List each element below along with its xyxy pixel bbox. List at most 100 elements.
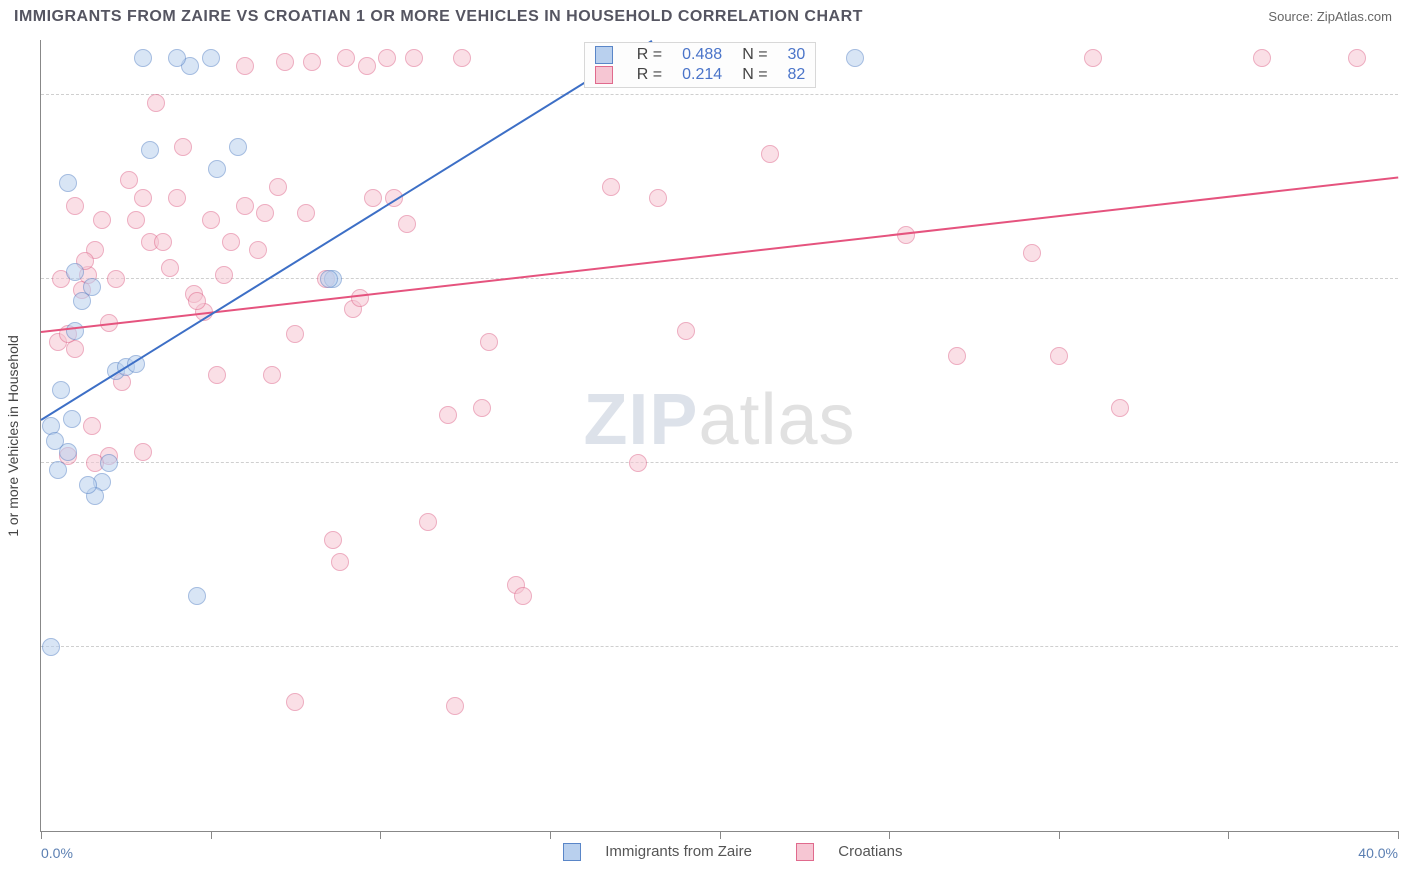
gridline-y xyxy=(41,462,1398,463)
point-croatians xyxy=(120,171,138,189)
point-croatians xyxy=(405,49,423,67)
point-croatians xyxy=(419,513,437,531)
r-value-zaire: 0.488 xyxy=(672,45,732,65)
legend-label-zaire: Immigrants from Zaire xyxy=(605,843,752,860)
gridline-y xyxy=(41,646,1398,647)
title-bar: IMMIGRANTS FROM ZAIRE VS CROATIAN 1 OR M… xyxy=(0,0,1406,30)
point-zaire xyxy=(49,461,67,479)
watermark: ZIPatlas xyxy=(583,379,855,461)
legend-bottom: Immigrants from Zaire Croatians xyxy=(543,843,922,861)
point-croatians xyxy=(188,292,206,310)
point-croatians xyxy=(236,197,254,215)
point-croatians xyxy=(107,270,125,288)
point-croatians xyxy=(398,215,416,233)
x-tick xyxy=(1228,831,1229,839)
point-croatians xyxy=(276,53,294,71)
x-tick xyxy=(550,831,551,839)
point-croatians xyxy=(358,57,376,75)
point-croatians xyxy=(202,211,220,229)
point-croatians xyxy=(286,693,304,711)
point-croatians xyxy=(1050,347,1068,365)
n-value-zaire: 30 xyxy=(778,45,816,65)
point-croatians xyxy=(1084,49,1102,67)
point-croatians xyxy=(222,233,240,251)
swatch-croatians xyxy=(595,66,613,84)
x-tick xyxy=(1059,831,1060,839)
point-croatians xyxy=(337,49,355,67)
point-croatians xyxy=(480,333,498,351)
y-axis-title: 1 or more Vehicles in Household xyxy=(5,335,21,537)
point-croatians xyxy=(473,399,491,417)
point-zaire xyxy=(42,638,60,656)
point-croatians xyxy=(629,454,647,472)
watermark-atlas: atlas xyxy=(698,380,855,460)
legend-row-croatians: R = 0.214 N = 82 xyxy=(585,65,816,85)
r-label: R = xyxy=(627,45,672,65)
point-croatians xyxy=(677,322,695,340)
gridline-y xyxy=(41,94,1398,95)
point-croatians xyxy=(364,189,382,207)
x-tick xyxy=(380,831,381,839)
point-zaire xyxy=(208,160,226,178)
plot-area: ZIPatlas 85.0%90.0%95.0%100.0%0.0%40.0% xyxy=(41,40,1398,831)
point-zaire xyxy=(141,141,159,159)
legend-row-zaire: R = 0.488 N = 30 xyxy=(585,45,816,65)
point-croatians xyxy=(297,204,315,222)
source-name: ZipAtlas.com xyxy=(1317,9,1392,24)
point-croatians xyxy=(351,289,369,307)
point-croatians xyxy=(446,697,464,715)
point-croatians xyxy=(66,197,84,215)
point-croatians xyxy=(127,211,145,229)
point-zaire xyxy=(79,476,97,494)
legend-label-croatians: Croatians xyxy=(838,843,902,860)
point-croatians xyxy=(134,443,152,461)
point-zaire xyxy=(66,263,84,281)
point-croatians xyxy=(168,189,186,207)
point-croatians xyxy=(331,553,349,571)
chart-frame: ZIPatlas 85.0%90.0%95.0%100.0%0.0%40.0% … xyxy=(40,40,1398,832)
point-zaire xyxy=(66,322,84,340)
swatch-zaire-bottom xyxy=(563,843,581,861)
point-croatians xyxy=(134,189,152,207)
r-label: R = xyxy=(627,65,672,85)
point-croatians xyxy=(1348,49,1366,67)
point-croatians xyxy=(147,94,165,112)
point-zaire xyxy=(52,381,70,399)
point-zaire xyxy=(59,443,77,461)
point-croatians xyxy=(154,233,172,251)
point-croatians xyxy=(215,266,233,284)
point-croatians xyxy=(514,587,532,605)
point-zaire xyxy=(168,49,186,67)
point-croatians xyxy=(1253,49,1271,67)
source-label: Source: xyxy=(1268,9,1313,24)
swatch-zaire xyxy=(595,46,613,64)
legend-item-zaire: Immigrants from Zaire xyxy=(553,843,766,860)
point-croatians xyxy=(324,531,342,549)
x-tick-label: 40.0% xyxy=(1358,845,1398,861)
point-croatians xyxy=(174,138,192,156)
point-croatians xyxy=(948,347,966,365)
point-zaire xyxy=(188,587,206,605)
gridline-y xyxy=(41,278,1398,279)
chart-title: IMMIGRANTS FROM ZAIRE VS CROATIAN 1 OR M… xyxy=(14,8,863,26)
n-label: N = xyxy=(732,45,777,65)
point-croatians xyxy=(269,178,287,196)
point-zaire xyxy=(83,278,101,296)
r-value-croatians: 0.214 xyxy=(672,65,732,85)
point-zaire xyxy=(134,49,152,67)
point-zaire xyxy=(59,174,77,192)
regression-line-zaire xyxy=(40,40,652,421)
legend-stats: R = 0.488 N = 30 R = 0.214 N = 82 xyxy=(584,42,817,88)
x-tick xyxy=(720,831,721,839)
point-zaire xyxy=(846,49,864,67)
point-croatians xyxy=(93,211,111,229)
point-zaire xyxy=(63,410,81,428)
n-value-croatians: 82 xyxy=(778,65,816,85)
point-croatians xyxy=(83,417,101,435)
point-croatians xyxy=(236,57,254,75)
x-tick xyxy=(41,831,42,839)
point-zaire xyxy=(100,454,118,472)
point-croatians xyxy=(1023,244,1041,262)
point-croatians xyxy=(1111,399,1129,417)
point-croatians xyxy=(249,241,267,259)
